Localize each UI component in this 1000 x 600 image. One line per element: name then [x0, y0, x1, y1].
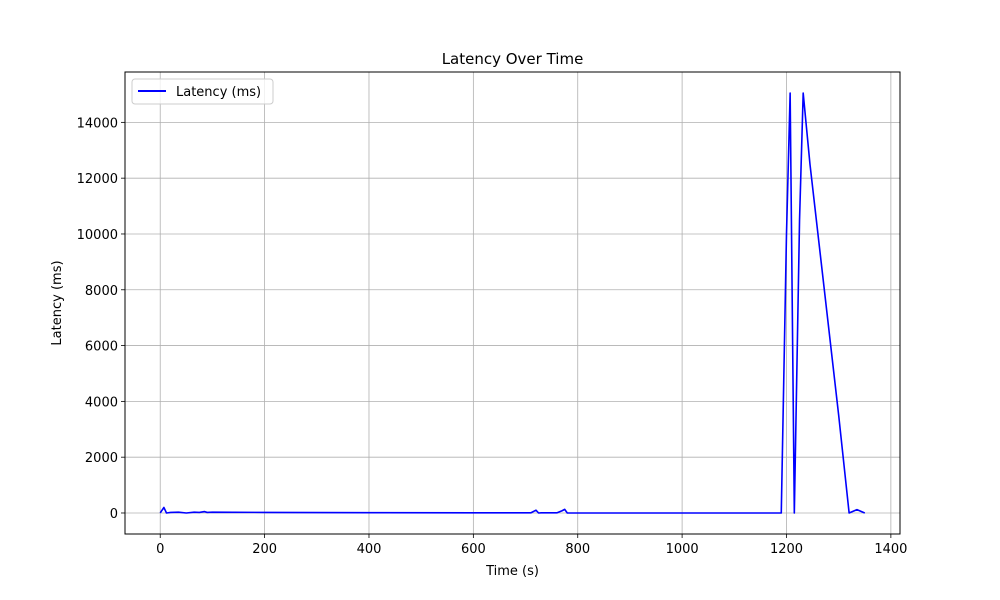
y-tick-label: 2000 [85, 451, 118, 466]
legend-box [131, 78, 274, 105]
y-axis-label: Latency (ms) [50, 260, 65, 345]
y-tick-label: 8000 [85, 284, 118, 299]
axis-ticks: 0 200 400 600 800 1000 1200 1400020004000600080… [77, 116, 908, 557]
y-tick-label: 6000 [85, 340, 118, 355]
legend-entry-label: Latency (ms) [176, 85, 261, 100]
x-tick-label: 200 [252, 542, 277, 557]
y-tick-label: 14000 [77, 116, 118, 131]
x-tick-label: 600 [461, 542, 486, 557]
series-lines [159, 92, 866, 514]
x-tick-label: 400 [357, 542, 382, 557]
y-tick-label: 12000 [77, 172, 118, 187]
chart-title: Latency Over Time [442, 50, 584, 68]
plot-area-frame [124, 71, 901, 535]
y-tick-label: 10000 [77, 228, 118, 243]
y-tick-label: 4000 [85, 395, 118, 410]
x-tick-label: 1000 [666, 542, 699, 557]
x-tick-label: 800 [565, 542, 590, 557]
y-tick-label: 0 [110, 507, 118, 522]
series-line-0 [159, 92, 866, 514]
x-tick-label: 1400 [874, 542, 907, 557]
x-axis-label: Time (s) [485, 564, 539, 579]
legend: Latency (ms) [131, 78, 274, 105]
x-tick-label: 0 [156, 542, 164, 557]
x-tick-label: 1200 [770, 542, 803, 557]
